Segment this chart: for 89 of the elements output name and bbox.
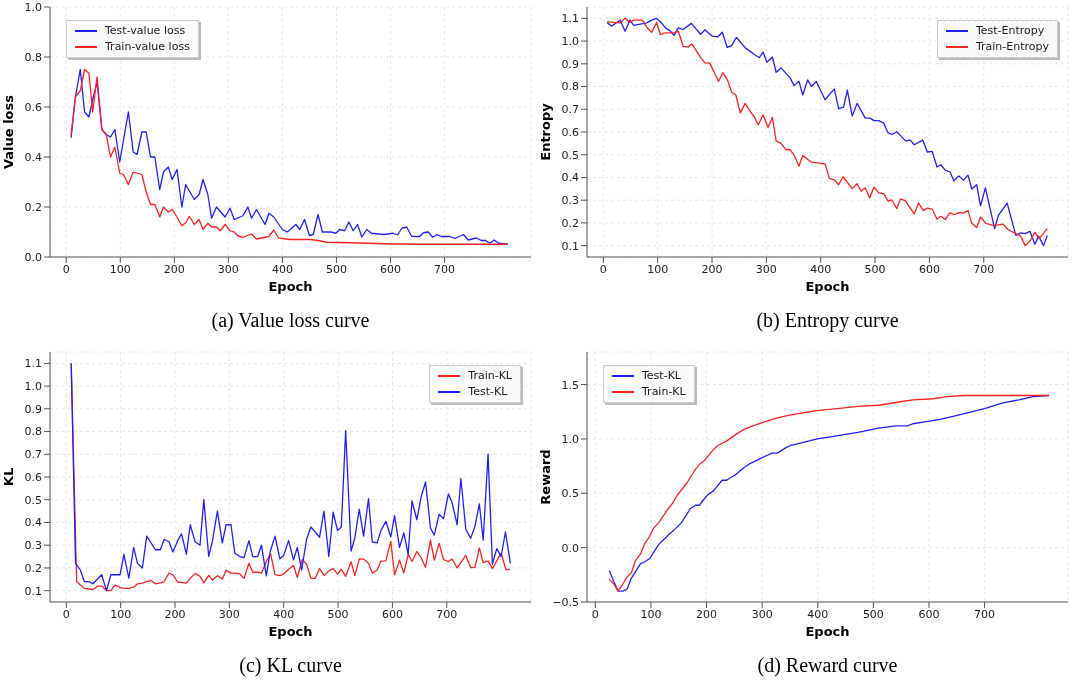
x-tick-label: 400 xyxy=(273,607,295,621)
y-tick-label: 0.9 xyxy=(24,402,42,416)
y-tick-label: 1.1 xyxy=(24,357,42,371)
x-tick-label: 600 xyxy=(381,607,403,621)
x-tick-label: 700 xyxy=(434,262,456,276)
y-tick-label: 0.8 xyxy=(24,425,42,439)
x-tick-label: 400 xyxy=(271,262,293,276)
y-axis-title: Value loss xyxy=(0,94,16,170)
x-tick-label: 100 xyxy=(110,607,132,621)
y-tick-label: 0.5 xyxy=(24,493,42,507)
legend-label: Test-KL xyxy=(642,368,681,384)
text: (b) Entropy curve xyxy=(755,309,900,332)
x-tick-label: 0 xyxy=(62,262,70,276)
x-axis-title: Epoch xyxy=(268,279,313,294)
y-tick-label: 0.1 xyxy=(24,584,42,598)
x-tick-label: 300 xyxy=(755,262,777,276)
line-series xyxy=(70,362,511,592)
y-tick-label: 0.6 xyxy=(24,470,42,484)
legend-label: Train-KL xyxy=(642,384,686,400)
y-tick-label: 0.4 xyxy=(24,150,42,164)
y-axis-title: KL xyxy=(0,467,16,487)
x-tick-label: 300 xyxy=(217,262,239,276)
y-tick-label: 0.5 xyxy=(561,148,579,162)
y-tick-label: 0.2 xyxy=(561,216,579,230)
y-tick-label: 0.1 xyxy=(561,239,579,253)
line-series xyxy=(606,17,1048,247)
y-axis-title: Entropy xyxy=(537,102,553,161)
y-tick-label: 0.8 xyxy=(24,50,42,64)
y-tick-label: 0.6 xyxy=(561,125,579,139)
y-tick-label: −0.5 xyxy=(552,595,579,609)
line-series xyxy=(608,394,1050,592)
text: (d) Reward curve xyxy=(756,654,899,677)
x-tick-label: 500 xyxy=(864,262,886,276)
x-tick-label: 200 xyxy=(163,262,185,276)
x-tick-label: 400 xyxy=(810,262,832,276)
text: (a) Value loss curve xyxy=(210,309,371,332)
y-tick-label: 0.2 xyxy=(24,561,42,575)
x-tick-label: 100 xyxy=(640,607,662,621)
x-tick-label: 0 xyxy=(599,262,607,276)
x-tick-label: 200 xyxy=(701,262,723,276)
legend-label: Train-KL xyxy=(468,368,512,384)
y-tick-label: 1.1 xyxy=(561,12,579,26)
y-tick-label: 1.0 xyxy=(24,0,42,14)
y-tick-label: 0.0 xyxy=(561,541,579,555)
y-tick-label: 0.7 xyxy=(561,103,579,117)
x-tick-label: 200 xyxy=(164,607,186,621)
x-tick-label: 100 xyxy=(109,262,131,276)
y-tick-label: 1.0 xyxy=(561,35,579,48)
x-tick-label: 600 xyxy=(379,262,401,276)
y-tick-label: 1.0 xyxy=(561,432,579,446)
legend-label: Test-Entropy xyxy=(975,23,1045,39)
x-tick-label: 300 xyxy=(751,607,773,621)
x-tick-label: 600 xyxy=(918,262,940,276)
y-tick-label: 0.4 xyxy=(561,171,579,185)
x-tick-label: 0 xyxy=(62,607,70,621)
y-tick-label: 0.4 xyxy=(24,516,42,530)
y-tick-label: 0.7 xyxy=(24,448,42,462)
x-tick-label: 200 xyxy=(696,607,718,621)
x-tick-label: 0 xyxy=(591,607,599,621)
x-tick-label: 500 xyxy=(327,607,349,621)
y-tick-label: 0.9 xyxy=(561,57,579,71)
legend-label: Train-Entropy xyxy=(975,39,1049,55)
y-tick-label: 0.6 xyxy=(24,100,42,114)
x-axis-title: Epoch xyxy=(805,624,850,639)
y-tick-label: 1.0 xyxy=(24,380,42,393)
x-tick-label: 700 xyxy=(974,607,996,621)
y-tick-label: 0.3 xyxy=(561,194,579,208)
y-tick-label: 0.2 xyxy=(24,200,42,214)
x-tick-label: 700 xyxy=(973,262,995,276)
legend-label: Test-KL xyxy=(468,384,508,400)
x-axis-title: Epoch xyxy=(268,624,313,639)
x-tick-label: 100 xyxy=(647,262,669,276)
x-tick-label: 500 xyxy=(325,262,347,276)
x-tick-label: 700 xyxy=(436,607,458,621)
y-axis-title: Reward xyxy=(537,449,553,505)
text: (c) KL curve xyxy=(238,654,343,677)
legend-label: Test-value loss xyxy=(105,23,186,39)
x-axis-title: Epoch xyxy=(805,279,850,294)
legend-label: Train-value loss xyxy=(105,39,190,55)
y-tick-label: 0.0 xyxy=(24,250,42,264)
y-tick-label: 1.5 xyxy=(561,378,579,392)
x-tick-label: 500 xyxy=(862,607,884,621)
x-tick-label: 300 xyxy=(218,607,240,621)
y-tick-label: 0.3 xyxy=(24,539,42,553)
line-series xyxy=(70,68,509,245)
x-tick-label: 600 xyxy=(918,607,940,621)
y-tick-label: 0.5 xyxy=(561,487,579,501)
y-tick-label: 0.8 xyxy=(561,80,579,94)
x-tick-label: 400 xyxy=(807,607,829,621)
